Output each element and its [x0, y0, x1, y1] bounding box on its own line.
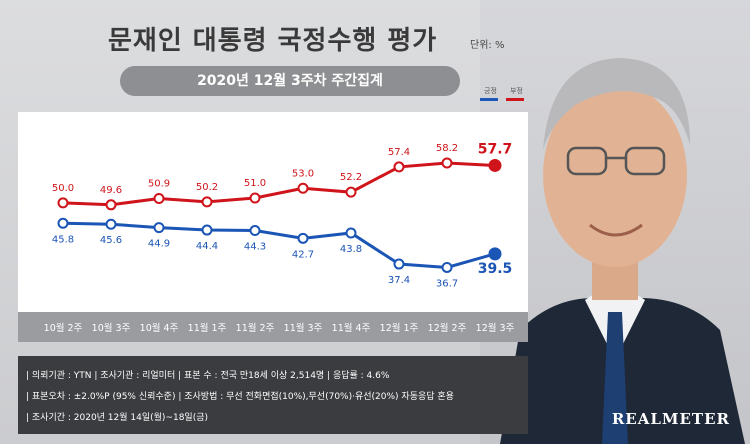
data-label-positive: 43.8 — [340, 244, 362, 255]
data-point-positive — [345, 227, 357, 239]
data-point-negative — [249, 192, 261, 204]
survey-info-box: | 의뢰기관 : YTN | 조사기관 : 리얼미터 | 표본 수 : 전국 만… — [18, 356, 528, 434]
x-tick-label: 10월 4주 — [140, 322, 179, 334]
data-point-positive — [249, 225, 261, 237]
info-line-1: | 의뢰기관 : YTN | 조사기관 : 리얼미터 | 표본 수 : 전국 만… — [26, 371, 390, 381]
data-label-positive: 37.4 — [388, 275, 410, 286]
data-point-positive — [201, 224, 213, 236]
data-label-negative: 52.2 — [340, 172, 362, 183]
data-label-positive: 45.8 — [52, 234, 74, 245]
president-portrait — [480, 0, 750, 444]
x-tick-label: 10월 3주 — [92, 322, 131, 334]
info-line-2: | 표본오차 : ±2.0%P (95% 신뢰수준) | 조사방법 : 무선 전… — [26, 392, 454, 402]
legend-negative-swatch — [506, 98, 524, 101]
legend-positive-swatch — [480, 98, 498, 101]
data-point-negative — [153, 192, 165, 204]
x-tick-label: 12월 1주 — [380, 322, 419, 334]
data-label-positive: 44.9 — [148, 239, 170, 250]
data-point-positive — [488, 247, 502, 261]
data-point-negative — [488, 158, 502, 172]
x-tick-label: 11월 4주 — [332, 322, 371, 334]
chart-title: 문재인 대통령 국정수행 평가 — [108, 26, 438, 56]
data-point-positive — [441, 261, 453, 273]
chart-panel — [18, 112, 528, 342]
x-tick-label: 12월 2주 — [428, 322, 467, 334]
data-point-negative — [297, 182, 309, 194]
subtitle-bar: 2020년 12월 3주차 주간집계 — [120, 66, 460, 96]
data-label-negative: 57.7 — [478, 141, 513, 157]
x-tick-label: 11월 1주 — [188, 322, 227, 334]
x-tick-label: 11월 2주 — [236, 322, 275, 334]
legend-negative-label: 부정 — [510, 87, 523, 95]
data-label-positive: 36.7 — [436, 278, 458, 289]
data-point-negative — [57, 197, 69, 209]
data-point-positive — [393, 258, 405, 270]
data-point-positive — [57, 217, 69, 229]
data-label-negative: 51.0 — [244, 178, 266, 189]
data-label-negative: 50.2 — [196, 182, 218, 193]
data-label-negative: 49.6 — [100, 185, 122, 196]
data-label-negative: 57.4 — [388, 147, 410, 158]
data-label-positive: 44.3 — [244, 242, 266, 253]
x-axis-bar — [18, 312, 528, 342]
data-point-positive — [297, 232, 309, 244]
data-label-negative: 53.0 — [292, 168, 314, 179]
data-label-negative: 58.2 — [436, 143, 458, 154]
x-tick-label: 10월 2주 — [44, 322, 83, 334]
data-point-positive — [105, 218, 117, 230]
data-label-positive: 42.7 — [292, 249, 314, 260]
data-point-negative — [393, 161, 405, 173]
data-label-positive: 44.4 — [196, 241, 218, 252]
x-tick-label: 12월 3주 — [476, 322, 515, 334]
data-label-positive: 45.6 — [100, 235, 122, 246]
series-line-positive — [62, 221, 496, 269]
x-tick-label: 11월 3주 — [284, 322, 323, 334]
info-line-3: | 조사기간 : 2020년 12월 14일(월)~18일(금) — [26, 413, 209, 423]
legend-positive-label: 긍정 — [484, 87, 497, 95]
series-line-negative — [62, 161, 496, 207]
brand-logo: REALMETER — [611, 410, 730, 428]
data-point-negative — [201, 196, 213, 208]
data-label-positive: 39.5 — [478, 261, 513, 277]
data-label-negative: 50.9 — [148, 178, 170, 189]
data-point-positive — [153, 222, 165, 234]
data-point-negative — [105, 199, 117, 211]
data-point-negative — [345, 186, 357, 198]
data-label-negative: 50.0 — [52, 183, 74, 194]
unit-label: 단위: % — [470, 40, 505, 51]
data-point-negative — [441, 157, 453, 169]
